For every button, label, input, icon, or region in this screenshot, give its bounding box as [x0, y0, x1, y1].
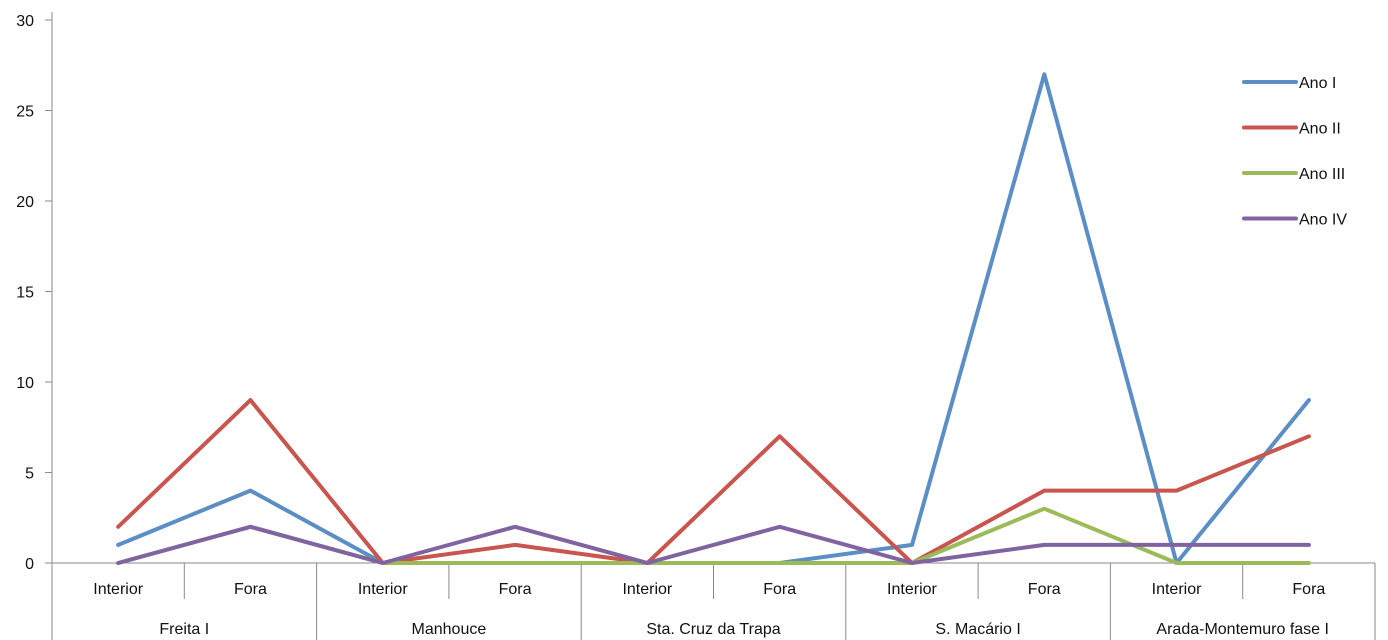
data-point [380, 561, 385, 565]
x-subcategory-label: Fora [1292, 581, 1325, 598]
data-point [513, 561, 517, 565]
data-point [1307, 434, 1311, 439]
x-subcategory-label: Interior [358, 581, 408, 598]
data-point [1174, 561, 1179, 565]
x-subcategory-label: Interior [93, 581, 143, 598]
data-point [116, 543, 120, 547]
data-point [248, 398, 253, 402]
x-group-label: Freita I [159, 621, 209, 638]
x-group-label: Sta. Cruz da Trapa [646, 621, 780, 638]
data-point [1174, 488, 1179, 493]
x-subcategory-label: Fora [499, 581, 532, 598]
y-tick-label: 15 [16, 285, 34, 302]
data-point [1174, 543, 1179, 547]
x-subcategory-label: Fora [234, 581, 267, 598]
legend-label: Ano IV [1299, 212, 1347, 229]
legend: Ano I Ano II Ano III Ano IV [1242, 75, 1347, 229]
legend-label: Ano I [1299, 75, 1336, 92]
data-point [910, 561, 914, 565]
x-group-label: S. Macário I [935, 621, 1020, 638]
y-tick-label: 25 [16, 104, 34, 121]
data-point [777, 434, 782, 439]
legend-label: Ano II [1299, 121, 1341, 138]
data-point [645, 561, 650, 565]
y-tick-label: 10 [16, 375, 34, 392]
data-point [248, 488, 253, 493]
x-subcategory-label: Interior [887, 581, 937, 598]
data-point [777, 561, 782, 565]
series-line-ano-ii [116, 398, 1311, 565]
data-point [777, 525, 782, 529]
data-point [1307, 398, 1311, 402]
series-line-ano-iv [116, 524, 1311, 565]
y-tick-label: 5 [25, 466, 34, 483]
data-point [1042, 506, 1047, 511]
data-point [513, 543, 517, 547]
y-tick-label: 30 [16, 13, 34, 30]
y-tick-label: 0 [25, 556, 34, 573]
data-point [248, 525, 253, 529]
x-subcategory-label: Fora [763, 581, 796, 598]
data-point [513, 525, 517, 529]
x-group-label: Arada-Montemuro fase I [1156, 621, 1329, 638]
data-point [1042, 488, 1047, 493]
x-group-label: Manhouce [412, 621, 487, 638]
x-subcategory-label: Interior [622, 581, 672, 598]
x-subcategory-label: Interior [1152, 581, 1202, 598]
x-subcategory-label: Fora [1028, 581, 1061, 598]
series-lines [116, 72, 1311, 565]
data-point [1307, 561, 1311, 565]
data-point [116, 561, 120, 565]
data-point [1307, 543, 1311, 547]
data-point [116, 525, 120, 529]
legend-label: Ano III [1299, 166, 1345, 183]
y-tick-label: 20 [16, 194, 34, 211]
data-point [1042, 543, 1047, 547]
data-point [910, 543, 914, 547]
data-point [1042, 72, 1047, 77]
